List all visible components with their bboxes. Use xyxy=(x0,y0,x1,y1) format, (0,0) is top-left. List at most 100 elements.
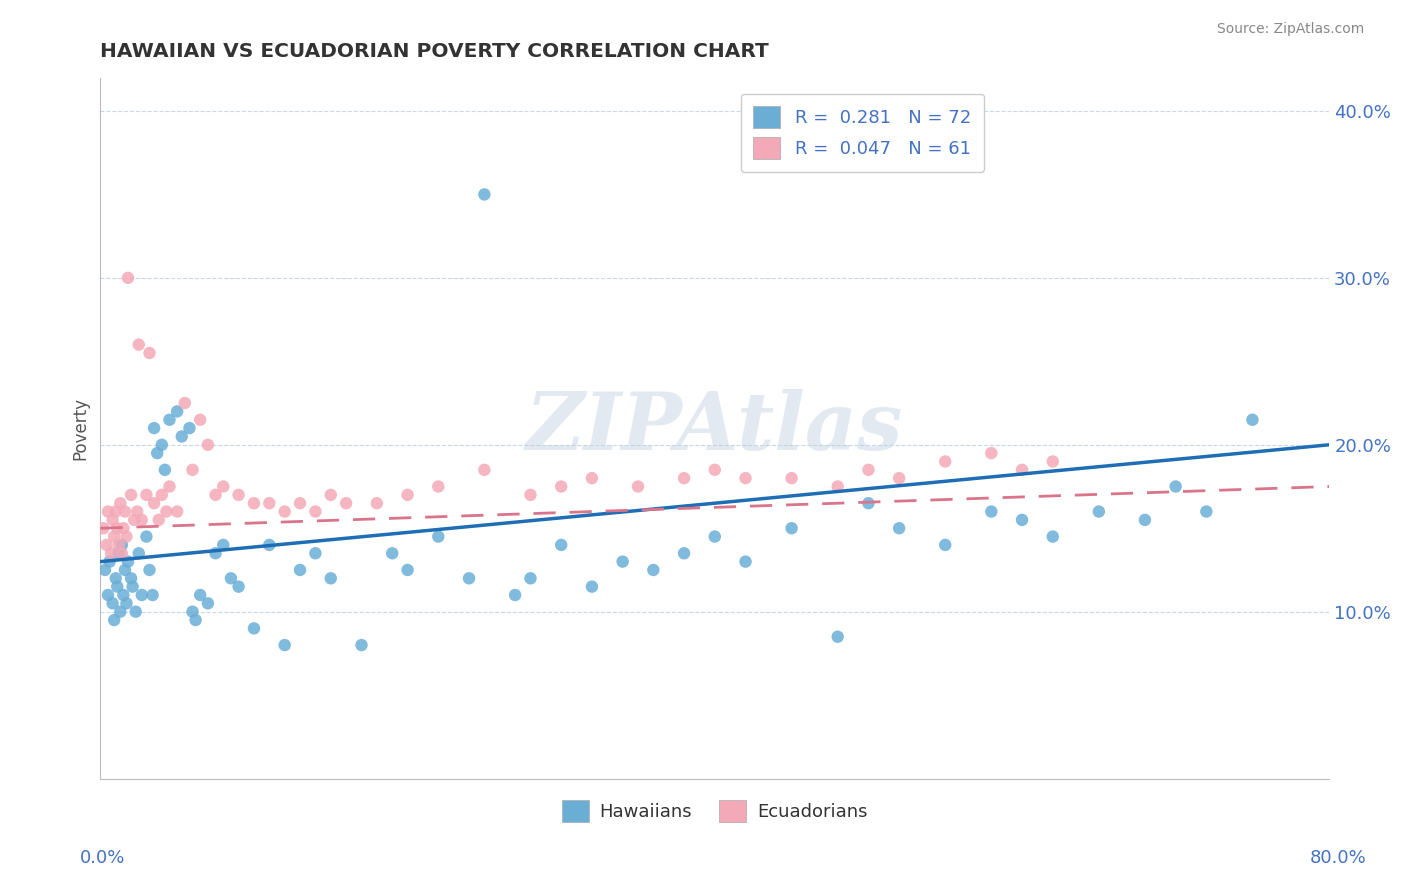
Point xyxy=(934,454,956,468)
Point xyxy=(503,588,526,602)
Text: ZIPAtlas: ZIPAtlas xyxy=(526,389,904,467)
Point xyxy=(934,538,956,552)
Point xyxy=(143,421,166,435)
Point xyxy=(1011,513,1033,527)
Point xyxy=(159,479,181,493)
Point xyxy=(304,504,326,518)
Point xyxy=(259,538,281,552)
Point xyxy=(121,580,143,594)
Point xyxy=(146,446,169,460)
Point xyxy=(396,488,419,502)
Point xyxy=(173,396,195,410)
Point xyxy=(1042,530,1064,544)
Point xyxy=(103,530,125,544)
Point xyxy=(188,413,211,427)
Point xyxy=(125,605,148,619)
Point xyxy=(103,613,125,627)
Point xyxy=(858,496,880,510)
Point xyxy=(288,563,311,577)
Point xyxy=(550,538,572,552)
Point xyxy=(259,496,281,510)
Point xyxy=(381,546,404,560)
Text: HAWAIIAN VS ECUADORIAN POVERTY CORRELATION CHART: HAWAIIAN VS ECUADORIAN POVERTY CORRELATI… xyxy=(100,42,769,61)
Point xyxy=(550,479,572,493)
Point xyxy=(643,563,665,577)
Point xyxy=(104,504,127,518)
Point xyxy=(115,530,138,544)
Point xyxy=(120,571,142,585)
Point xyxy=(197,438,219,452)
Point xyxy=(980,446,1002,460)
Point xyxy=(131,513,153,527)
Point xyxy=(273,638,295,652)
Point xyxy=(889,471,911,485)
Point xyxy=(105,521,128,535)
Point xyxy=(128,337,150,351)
Point xyxy=(138,563,160,577)
Point xyxy=(179,421,201,435)
Point xyxy=(155,504,177,518)
Point xyxy=(1164,479,1187,493)
Point xyxy=(627,479,650,493)
Point xyxy=(122,513,145,527)
Point xyxy=(188,588,211,602)
Point xyxy=(1011,463,1033,477)
Point xyxy=(780,521,803,535)
Point xyxy=(1133,513,1156,527)
Point xyxy=(105,580,128,594)
Point xyxy=(107,546,129,560)
Point xyxy=(93,521,115,535)
Point xyxy=(112,588,135,602)
Point xyxy=(612,555,634,569)
Point xyxy=(159,413,181,427)
Point xyxy=(184,613,207,627)
Point xyxy=(111,546,134,560)
Point xyxy=(114,563,136,577)
Point xyxy=(120,488,142,502)
Point xyxy=(673,546,696,560)
Point xyxy=(128,546,150,560)
Point xyxy=(204,488,226,502)
Point xyxy=(110,496,132,510)
Point xyxy=(319,571,342,585)
Point xyxy=(228,488,250,502)
Point xyxy=(148,513,170,527)
Text: 80.0%: 80.0% xyxy=(1310,849,1367,867)
Point xyxy=(228,580,250,594)
Point xyxy=(127,504,149,518)
Point xyxy=(219,571,242,585)
Point xyxy=(474,463,496,477)
Point xyxy=(889,521,911,535)
Point xyxy=(243,496,266,510)
Point xyxy=(350,638,373,652)
Point xyxy=(1088,504,1111,518)
Point xyxy=(98,555,121,569)
Point xyxy=(243,621,266,635)
Point xyxy=(1195,504,1218,518)
Point xyxy=(427,530,450,544)
Y-axis label: Poverty: Poverty xyxy=(72,397,89,459)
Point xyxy=(858,463,880,477)
Point xyxy=(519,488,541,502)
Point xyxy=(304,546,326,560)
Point xyxy=(581,471,603,485)
Point xyxy=(458,571,481,585)
Point xyxy=(100,546,122,560)
Point xyxy=(288,496,311,510)
Point xyxy=(131,588,153,602)
Point xyxy=(143,496,166,510)
Point xyxy=(117,271,139,285)
Point xyxy=(101,513,124,527)
Point xyxy=(212,479,235,493)
Point xyxy=(335,496,357,510)
Legend: Hawaiians, Ecuadorians: Hawaiians, Ecuadorians xyxy=(554,793,875,830)
Point xyxy=(734,471,756,485)
Point xyxy=(427,479,450,493)
Point xyxy=(780,471,803,485)
Point xyxy=(94,563,117,577)
Point xyxy=(273,504,295,518)
Text: Source: ZipAtlas.com: Source: ZipAtlas.com xyxy=(1216,22,1364,37)
Point xyxy=(110,605,132,619)
Point xyxy=(97,504,120,518)
Point xyxy=(142,588,165,602)
